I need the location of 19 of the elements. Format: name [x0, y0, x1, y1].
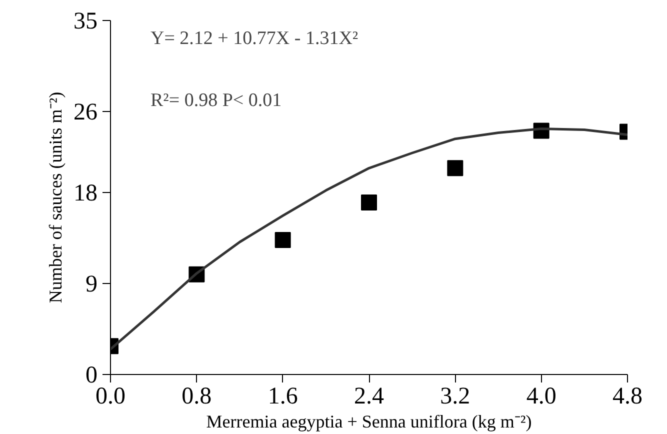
- x-tick-label: 4.0: [526, 384, 556, 410]
- y-tick-label: 0: [86, 362, 98, 388]
- x-tick-label: 0.0: [96, 384, 126, 410]
- y-axis-title: Number of sauces (units m⁻²): [46, 92, 66, 304]
- x-tick-label: 2.4: [354, 384, 384, 410]
- y-tick-label: 9: [86, 271, 98, 298]
- x-axis-title: Merremia aegyptia + Senna uniflora (kg m⁻²): [206, 412, 532, 432]
- annotation: R²= 0.98 P< 0.01: [150, 90, 282, 111]
- x-tick-label: 0.8: [182, 384, 212, 410]
- x-tick-label: 3.2: [440, 384, 470, 410]
- y-tick-label: 26: [74, 100, 98, 126]
- point: [361, 194, 377, 211]
- y-tick-label: 18: [74, 180, 98, 206]
- annotation: Y= 2.12 + 10.77X - 1.31X²: [150, 28, 358, 49]
- point: [447, 160, 464, 176]
- x-tick-label: 1.6: [268, 384, 298, 410]
- point: [274, 232, 291, 248]
- y-tick-label: 35: [74, 8, 98, 34]
- x-tick-label: 4.8: [612, 384, 642, 410]
